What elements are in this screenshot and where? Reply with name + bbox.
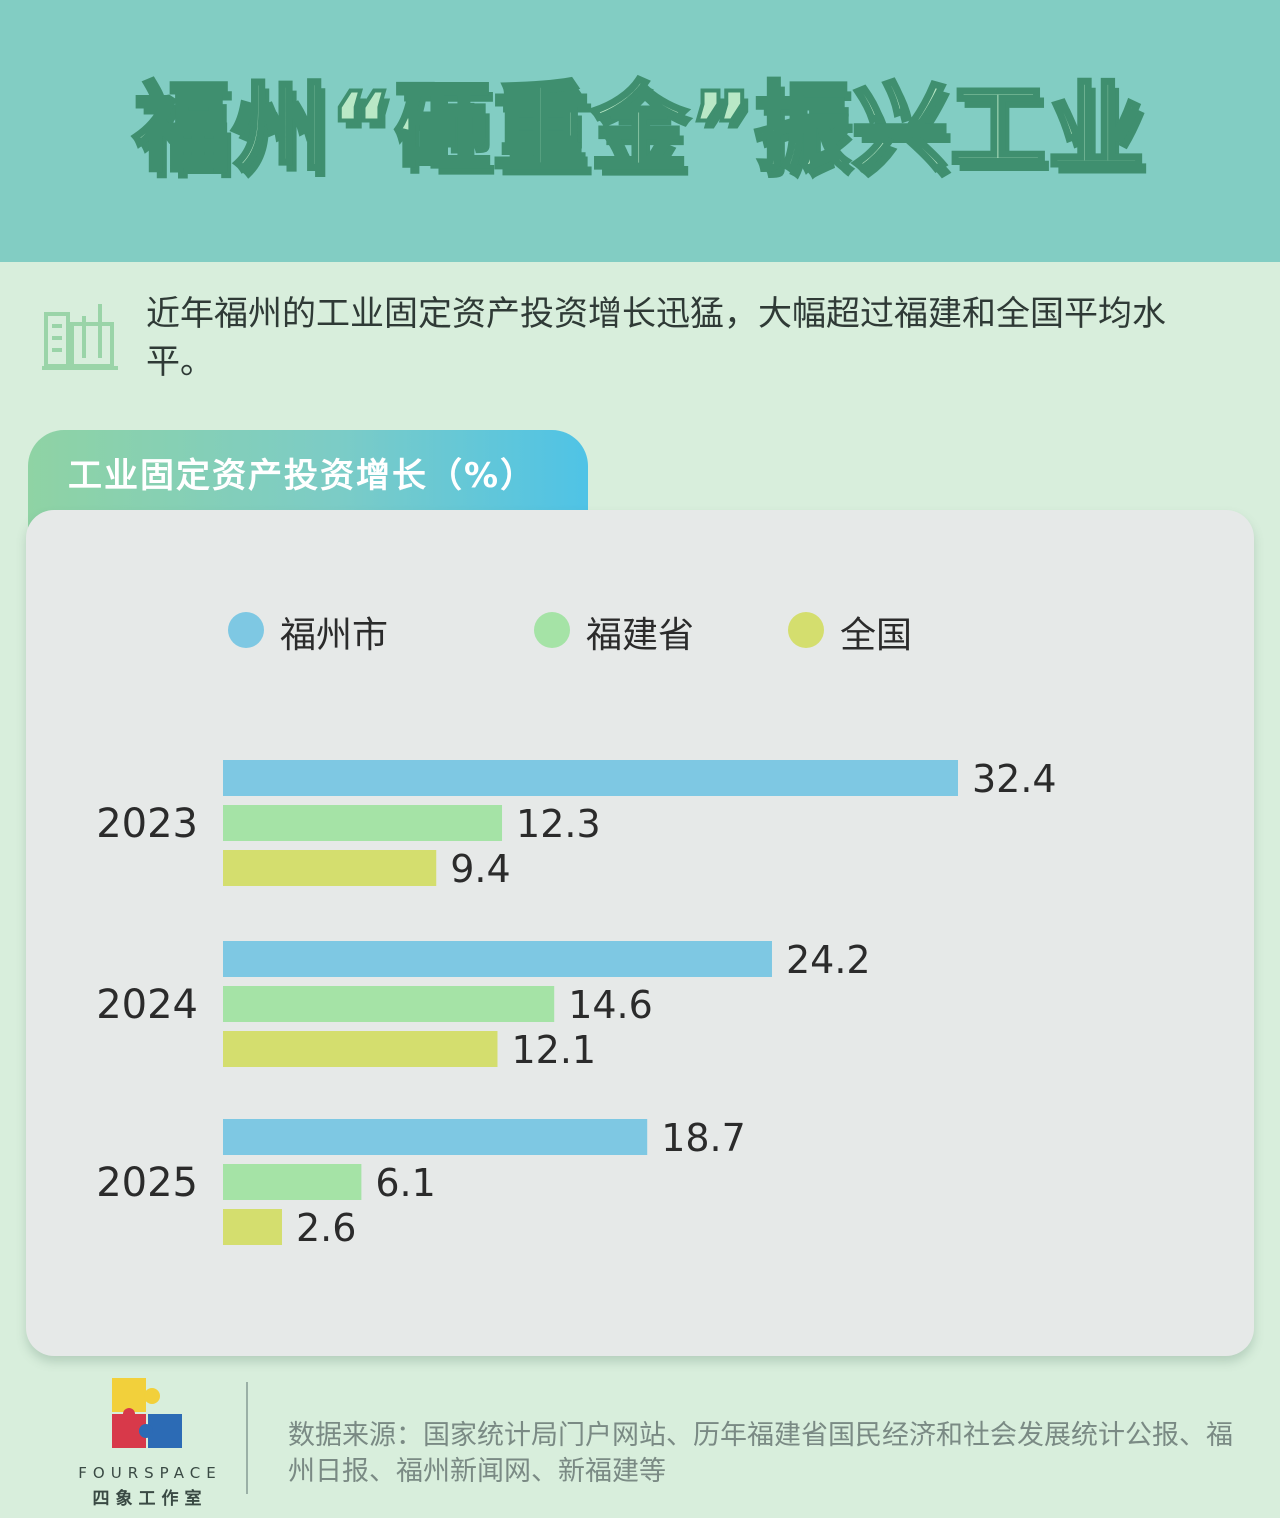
legend-label-fuzhou: 福州市	[280, 615, 389, 656]
category-label-2024: 2024	[96, 982, 198, 1028]
value-label-2025-2: 2.6	[296, 1206, 356, 1250]
chart-card: 福州市 福建省 全国 2023 32.4 12.3 9.4 2024 24.2 14.6 12…	[26, 510, 1254, 1356]
logo-text-cn: 四象工作室	[92, 1489, 208, 1509]
value-label-2024-2: 12.1	[511, 1028, 596, 1072]
data-source: 数据来源：国家统计局门户网站、历年福建省国民经济和社会发展统计公报、福州日报、福…	[288, 1420, 1233, 1487]
bar-2024-1	[223, 986, 555, 1022]
bar-2023-1	[223, 805, 503, 841]
value-label-2025-1: 6.1	[375, 1161, 435, 1205]
chart-title: 工业固定资产投资增长（%）	[68, 456, 537, 496]
page-title: 福州“砸重金”振兴工业	[132, 70, 1147, 186]
intro-section: 近年福州的工业固定资产投资增长迅猛，大幅超过福建和全国平均水平。	[40, 290, 1240, 400]
category-label-2023: 2023	[96, 801, 198, 847]
fourspace-logo: FOURSPACE 四象工作室	[60, 1374, 240, 1510]
bar-2023-0	[223, 760, 958, 796]
chart-legend: 福州市 福建省 全国	[26, 510, 1254, 656]
footer-divider	[246, 1382, 248, 1494]
footer: FOURSPACE 四象工作室 数据来源：国家统计局门户网站、历年福建省国民经济…	[0, 1370, 1280, 1518]
value-label-2023-2: 9.4	[450, 847, 510, 891]
intro-text: 近年福州的工业固定资产投资增长迅猛，大幅超过福建和全国平均水平。	[146, 294, 1166, 382]
building-icon	[42, 304, 118, 370]
bar-2024-0	[223, 941, 772, 977]
bar-chart: 2023 32.4 12.39.4 2024 24.2 14.612.1 2025 18.7 6…	[96, 757, 1057, 1250]
legend-label-national: 全国	[840, 615, 913, 656]
value-label-2023-0: 32.4	[972, 757, 1057, 801]
bar-2025-2	[223, 1209, 282, 1245]
bar-2024-2	[223, 1031, 498, 1067]
bar-2023-2	[223, 850, 437, 886]
legend-dot-fujian	[534, 612, 570, 648]
bar-2025-1	[223, 1164, 362, 1200]
puzzle-logo-icon	[112, 1378, 182, 1448]
legend-dot-fuzhou	[228, 612, 264, 648]
value-label-2023-1: 12.3	[516, 802, 601, 846]
header-banner: 福州“砸重金”振兴工业	[0, 0, 1280, 262]
legend-label-fujian: 福建省	[586, 615, 695, 656]
category-label-2025: 2025	[96, 1160, 198, 1206]
logo-text-en: FOURSPACE	[78, 1464, 222, 1482]
bar-2025-0	[223, 1119, 648, 1155]
value-label-2025-0: 18.7	[661, 1116, 746, 1160]
value-label-2024-0: 24.2	[786, 938, 871, 982]
value-label-2024-1: 14.6	[568, 983, 653, 1027]
legend-dot-national	[788, 612, 824, 648]
